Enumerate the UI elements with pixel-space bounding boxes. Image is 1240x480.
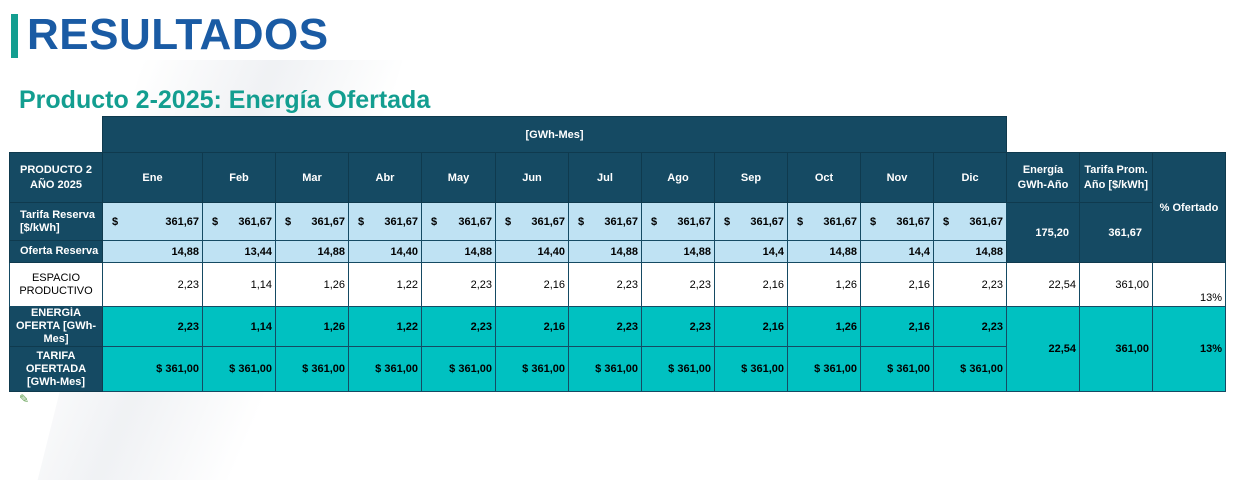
tarifa-reserva-cell: $361,67 [348,202,422,241]
row-label-espacio-productivo: ESPACIO PRODUCTIVO [9,262,103,307]
espacio-productivo-cell: 2,16 [495,262,569,307]
month-header: Feb [202,152,276,203]
energia-oferta-cell: 2,23 [933,306,1007,347]
month-header: Jun [495,152,569,203]
espacio-productivo-cell: 2,23 [102,262,203,307]
oferta-pct-total: 13% [1152,306,1226,392]
energia-oferta-cell: 2,23 [102,306,203,347]
tarifa-reserva-cell: $361,67 [495,202,569,241]
month-header: Mar [275,152,349,203]
espacio-productivo-cell: 2,23 [933,262,1007,307]
month-header: Abr [348,152,422,203]
corner-empty [10,117,103,153]
espacio-productivo-cell: 1,26 [275,262,349,307]
espacio-productivo-energia: 22,54 [1006,262,1080,307]
month-header: May [421,152,496,203]
tarifa-ofertada-cell: $ 361,00 [495,346,569,392]
pct-ofertado-header: % Ofertado [1152,152,1226,263]
tarifa-ofertada-cell: $ 361,00 [787,346,861,392]
energia-oferta-cell: 2,16 [714,306,788,347]
tarifa-ofertada-cell: $ 361,00 [714,346,788,392]
tarifa-reserva-cell: $361,67 [860,202,934,241]
energia-oferta-cell: 1,22 [348,306,422,347]
tarifa-ofertada-cell: $ 361,00 [102,346,203,392]
tarifa-ofertada-cell: $ 361,00 [421,346,496,392]
row-label-tarifa-ofertada: TARIFA OFERTADA [GWh-Mes] [9,346,103,392]
espacio-productivo-cell: 2,23 [568,262,642,307]
espacio-productivo-tarifa: 361,00 [1079,262,1153,307]
energia-oferta-cell: 1,26 [787,306,861,347]
tarifa-reserva-cell: $361,67 [421,202,496,241]
energia-oferta-cell: 2,16 [860,306,934,347]
energia-oferta-cell: 1,26 [275,306,349,347]
oferta-reserva-cell: 14,4 [860,240,934,263]
product-label-line2: AÑO 2025 [30,178,82,191]
product-label-line1: PRODUCTO 2 [20,163,92,176]
unit-header: [GWh-Mes] [102,116,1007,153]
tarifa-reserva-cell: $361,67 [568,202,642,241]
month-header: Oct [787,152,861,203]
oferta-reserva-cell: 14,88 [568,240,642,263]
energia-oferta-cell: 2,23 [421,306,496,347]
month-header: Nov [860,152,934,203]
row-label-oferta-reserva: Oferta Reserva [9,240,103,263]
header-empty [1007,117,1226,153]
oferta-reserva-cell: 14,40 [348,240,422,263]
espacio-productivo-cell: 2,16 [860,262,934,307]
energia-oferta-cell: 2,16 [495,306,569,347]
tarifa-ofertada-cell: $ 361,00 [202,346,276,392]
oferta-reserva-cell: 14,88 [641,240,715,263]
oferta-reserva-cell: 14,4 [714,240,788,263]
oferta-reserva-cell: 14,88 [421,240,496,263]
tarifa-reserva-cell: $361,67 [275,202,349,241]
reserva-tarifa-total: 361,67 [1079,202,1153,263]
oferta-energia-total: 22,54 [1006,306,1080,392]
espacio-productivo-cell: 1,22 [348,262,422,307]
tarifa-prom-header: Tarifa Prom. Año [$/kWh] [1079,152,1153,203]
oferta-reserva-cell: 14,88 [102,240,203,263]
oferta-reserva-cell: 14,88 [787,240,861,263]
oferta-tarifa-total: 361,00 [1079,306,1153,392]
pencil-icon: ✎ [19,392,30,406]
oferta-reserva-cell: 14,88 [933,240,1007,263]
tarifa-reserva-cell: $361,67 [933,202,1007,241]
row-label-tarifa-reserva: Tarifa Reserva [$/kWh] [9,202,103,241]
title-accent-bar [11,14,18,58]
tarifa-reserva-cell: $361,67 [202,202,276,241]
espacio-productivo-cell: 2,23 [641,262,715,307]
tarifa-ofertada-cell: $ 361,00 [568,346,642,392]
page-title: RESULTADOS [27,10,329,59]
reserva-energia-total: 175,20 [1006,202,1080,263]
row-label-energia-oferta: ENERGÍA OFERTA [GWh-Mes] [9,306,103,347]
tarifa-ofertada-cell: $ 361,00 [860,346,934,392]
tarifa-ofertada-cell: $ 361,00 [348,346,422,392]
tarifa-reserva-cell: $361,67 [102,202,203,241]
energia-oferta-cell: 2,23 [568,306,642,347]
month-header: Ago [641,152,715,203]
page-subtitle: Producto 2-2025: Energía Ofertada [19,86,431,114]
oferta-reserva-cell: 14,40 [495,240,569,263]
month-header: Ene [102,152,203,203]
energia-oferta-cell: 1,14 [202,306,276,347]
tarifa-ofertada-cell: $ 361,00 [933,346,1007,392]
tarifa-reserva-cell: $361,67 [641,202,715,241]
tarifa-ofertada-cell: $ 361,00 [641,346,715,392]
month-header: Sep [714,152,788,203]
month-header: Jul [568,152,642,203]
energia-oferta-cell: 2,23 [641,306,715,347]
tarifa-reserva-cell: $361,67 [787,202,861,241]
espacio-productivo-cell: 2,16 [714,262,788,307]
oferta-reserva-cell: 13,44 [202,240,276,263]
espacio-productivo-cell: 1,26 [787,262,861,307]
product-label: PRODUCTO 2 AÑO 2025 [9,152,103,203]
espacio-productivo-cell: 2,23 [421,262,496,307]
tarifa-ofertada-cell: $ 361,00 [275,346,349,392]
espacio-productivo-pct: 13% [1152,262,1226,307]
oferta-reserva-cell: 14,88 [275,240,349,263]
energia-anual-header: Energía GWh-Año [1006,152,1080,203]
month-header: Dic [933,152,1007,203]
tarifa-reserva-cell: $361,67 [714,202,788,241]
espacio-productivo-cell: 1,14 [202,262,276,307]
results-table: [GWh-Mes] PRODUCTO 2 AÑO 2025 Ene Feb Ma… [9,116,1226,392]
